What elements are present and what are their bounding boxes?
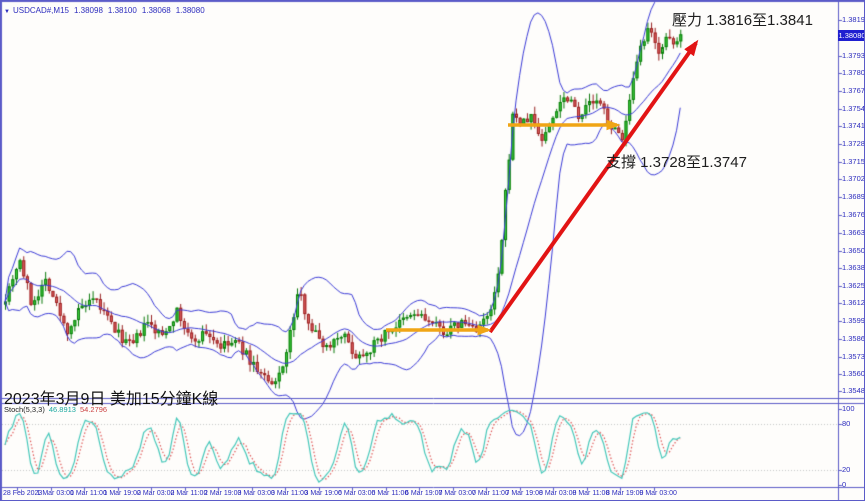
chart-caption[interactable]: 2023年3月9日 美加15分鐘K線 [4,391,219,408]
indicator-scale-label: 20 [842,464,851,474]
price-tick-label: 1.37930 [842,50,865,60]
time-tick-label: 2 Mar 11:00 [170,490,208,497]
price-tick-label: 1.36120 [842,298,865,308]
price-tick-label: 1.37155 [842,156,865,166]
price-tick-label: 1.35480 [842,386,865,395]
time-tick-label: 1 Mar 03:00 [36,490,74,497]
time-tick-label: 8 Mar 11:00 [572,490,610,497]
price-tick-label: 1.36635 [842,227,865,237]
ohlc-info: ▼ USDCAD#,M15 1.38098 1.38100 1.38068 1.38080 [4,6,205,15]
time-tick-label: 2 Mar 19:00 [204,490,242,497]
indicator-scale-label: 100 [842,404,855,413]
ohlc-low: 1.38068 [141,6,171,15]
price-tick-label: 1.36765 [842,210,865,220]
time-tick-label: 3 Mar 11:00 [271,490,308,497]
price-tick-label: 1.36380 [842,262,865,272]
price-tick-label: 1.37025 [842,174,865,184]
price-tick-label: 1.37670 [842,86,865,96]
price-tick-label: 1.36250 [842,280,865,290]
price-tick-label: 1.37285 [842,138,865,148]
price-axis[interactable]: 1.38190 1.37930 1.37800 1.37670 1.37540 1.374… [839,1,865,487]
time-tick-label: 2 Mar 03:00 [137,490,175,497]
symbol-dropdown-icon[interactable]: ▼ [4,9,10,15]
time-tick-label: 3 Mar 19:00 [304,490,342,497]
price-tick-label: 1.35990 [842,316,865,326]
price-tick-label: 1.35860 [842,333,865,343]
indicator-scale-label: 0 [842,480,847,489]
resistance-annotation[interactable]: 壓力 1.3816至1.3841 [672,12,813,29]
price-tick-label: 1.35730 [842,351,865,361]
stochastic-name: Stoch(5,3,3) [4,405,45,414]
time-tick-label: 6 Mar 03:00 [338,490,376,497]
ohlc-high: 1.38100 [107,6,137,15]
stochastic-label: Stoch(5,3,3) 46.8913 54.2796 [4,405,107,414]
symbol-label: USDCAD#,M15 [12,6,69,15]
price-tick-label: 1.35605 [842,368,865,378]
current-price-badge: 1.38080 [838,29,865,41]
price-tick-label: 1.37540 [842,103,865,113]
price-tick-label: 1.37415 [842,121,865,131]
time-tick-label: 1 Mar 19:00 [103,490,141,497]
price-tick-label: 1.37800 [842,68,865,78]
price-tick-label: 1.38190 [842,15,865,24]
stochastic-main-value: 46.8913 [48,405,76,414]
time-tick-label: 6 Mar 19:00 [405,490,443,497]
indicator-scale-label: 80 [842,419,851,429]
price-tick-label: 1.36505 [842,245,865,255]
indicator-axis: 100 80 20 0 [839,401,864,489]
support-annotation[interactable]: 支撐 1.3728至1.3747 [606,154,747,171]
time-tick-label: 7 Mar 03:00 [438,490,476,497]
time-axis[interactable]: 28 Feb 2023 1 Mar 03:00 1 Mar 11:00 1 Mar 1… [1,489,837,500]
time-tick-label: 1 Mar 11:00 [70,490,107,497]
time-tick-label: 9 Mar 03:00 [639,490,677,497]
price-tick-label: 1.36895 [842,192,865,202]
stochastic-signal-value: 54.2796 [79,405,108,414]
ohlc-close: 1.38080 [175,6,205,15]
time-tick-label: 28 Feb 2023 [3,490,43,497]
time-tick-label: 3 Mar 03:00 [237,490,275,497]
time-tick-label: 6 Mar 11:00 [371,490,409,497]
time-tick-label: 8 Mar 03:00 [539,490,577,497]
ohlc-open: 1.38098 [73,6,103,15]
time-tick-label: 7 Mar 19:00 [505,490,543,497]
time-tick-label: 7 Mar 11:00 [472,490,509,497]
time-tick-label: 8 Mar 19:00 [606,490,644,497]
